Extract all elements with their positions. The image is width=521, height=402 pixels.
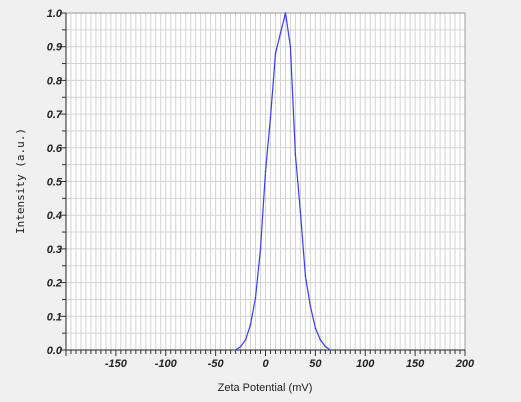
data-point [319, 339, 322, 341]
y-tick-label: 0.3 [47, 244, 62, 256]
axis-layer: -150 -100 -50 0 50 100 150 200 0.0 0.1 0.2 0.3 0.4 0.… [47, 8, 475, 370]
data-point [264, 170, 267, 173]
data-point [279, 32, 282, 35]
x-tick-label: 50 [309, 358, 322, 370]
y-tick-label: 0.8 [47, 75, 63, 87]
x-tick-label: 200 [455, 358, 475, 370]
data-point [274, 52, 277, 55]
y-tick-label: 0.9 [47, 42, 63, 54]
data-point [259, 248, 262, 250]
data-point [289, 45, 292, 48]
y-tick-label: 0.1 [47, 311, 62, 323]
x-tick-label: 100 [356, 358, 375, 370]
series-layer [234, 12, 332, 351]
y-tick-label: 0.2 [47, 278, 62, 290]
data-point [269, 116, 272, 119]
x-axis-label: Zeta Potential (mV) [218, 382, 313, 394]
y-tick-label: 0.7 [47, 109, 63, 121]
data-point [249, 323, 252, 326]
series-line [235, 12, 331, 351]
data-point [239, 345, 242, 348]
data-point [329, 349, 332, 351]
data-point [234, 349, 237, 351]
grid-layer [66, 13, 465, 350]
y-tick-label: 0.0 [47, 345, 63, 357]
data-point [314, 327, 317, 329]
x-tick-label: 150 [406, 358, 425, 370]
data-point [244, 339, 247, 341]
y-tick-label: 0.5 [47, 177, 63, 189]
data-point [324, 345, 327, 348]
y-tick-label: 1.0 [47, 8, 63, 20]
data-point [284, 12, 287, 14]
data-point [304, 275, 307, 277]
x-tick-label: -150 [105, 358, 128, 370]
data-point [309, 305, 312, 307]
data-point [299, 211, 302, 213]
x-tick-label: 0 [262, 358, 269, 370]
data-point [294, 153, 297, 156]
data-point [254, 296, 257, 299]
x-tick-label: -100 [155, 358, 178, 370]
y-tick-label: 0.4 [47, 210, 62, 222]
y-axis-label: Intensity (a.u.) [14, 128, 27, 234]
x-tick-label: -50 [208, 358, 225, 370]
y-tick-label: 0.6 [47, 143, 63, 155]
